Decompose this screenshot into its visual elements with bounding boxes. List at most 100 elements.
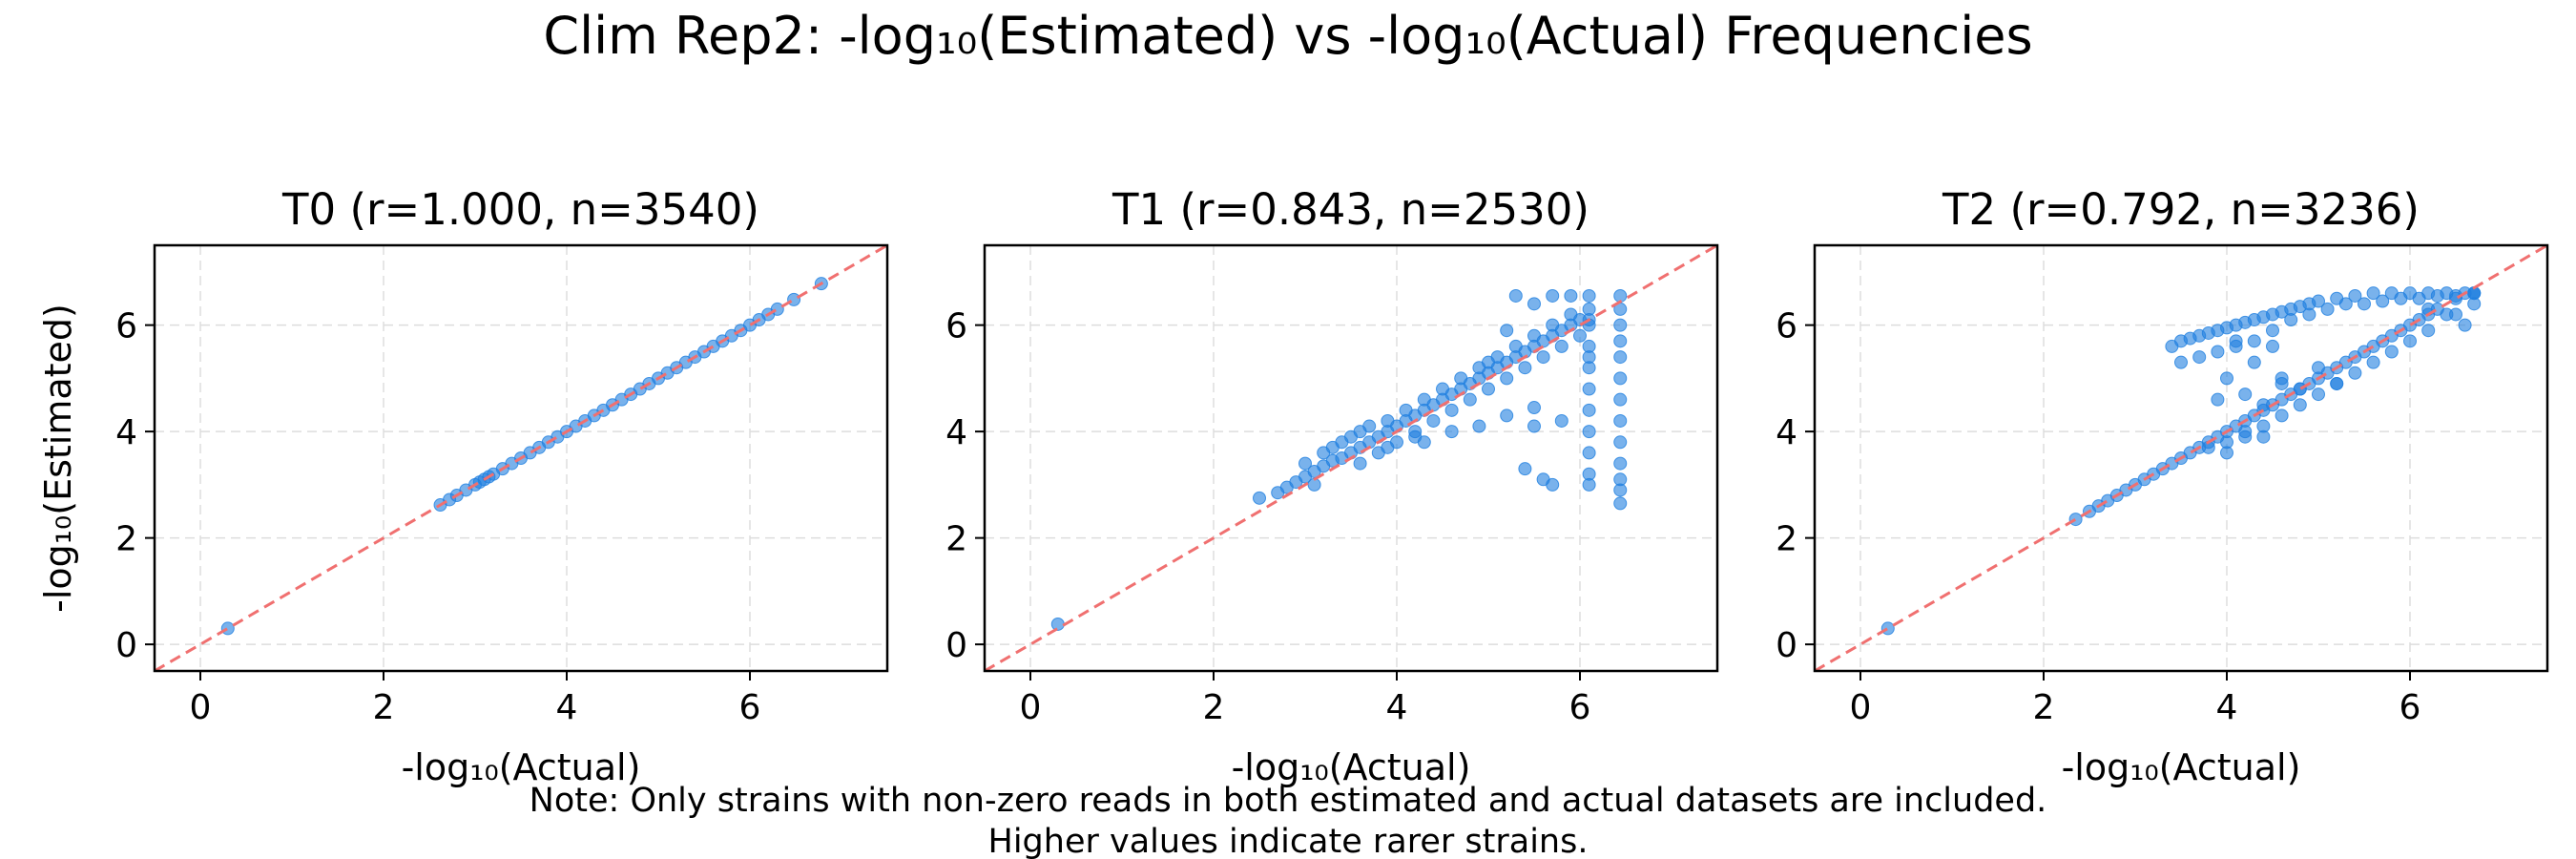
panel-2-points bbox=[1880, 286, 2482, 636]
panel-2-point-107 bbox=[2256, 419, 2271, 433]
panel-2-point-97 bbox=[2211, 392, 2225, 407]
panel-2-point-70 bbox=[2192, 350, 2207, 365]
panel-1-point-78 bbox=[1582, 477, 1596, 492]
panel-1-point-92 bbox=[1613, 483, 1628, 497]
panel-1-point-86 bbox=[1613, 371, 1628, 386]
panel-1-point-59 bbox=[1536, 350, 1550, 365]
panel-0-ytick-label-6: 6 bbox=[115, 307, 137, 346]
panel-2-point-108 bbox=[2275, 409, 2289, 423]
panel-2-point-114 bbox=[2384, 345, 2399, 359]
panel-0-xlabel: -log₁₀(Actual) bbox=[402, 746, 641, 788]
panel-2-point-96 bbox=[2293, 382, 2307, 396]
panel-1-point-100 bbox=[1554, 413, 1568, 428]
panel-2-point-61 bbox=[2348, 288, 2362, 303]
panel-1-point-46 bbox=[1482, 382, 1495, 396]
panel-1-point-96 bbox=[1472, 419, 1486, 433]
panel-1-point-95 bbox=[1444, 425, 1459, 439]
panel-2-point-83 bbox=[2430, 288, 2444, 303]
panel-2-xtick-label-6: 6 bbox=[2399, 688, 2421, 727]
panel-1-point-42 bbox=[1463, 392, 1477, 407]
panel-2-point-80 bbox=[2376, 294, 2390, 308]
panel-1-ytick-label-4: 4 bbox=[945, 413, 967, 452]
panel-1-point-110 bbox=[1527, 297, 1541, 311]
panel-2-ytick-label-0: 0 bbox=[1776, 626, 1797, 665]
panel-1-point-106 bbox=[1408, 430, 1423, 444]
panel-2-point-74 bbox=[2266, 324, 2279, 338]
panel-2-point-106 bbox=[2238, 430, 2253, 444]
panel-0-point-40 bbox=[770, 302, 784, 316]
panel-2-point-79 bbox=[2358, 297, 2371, 311]
panel-1-xtick-label-0: 0 bbox=[1020, 688, 1042, 727]
panel-2-point-59 bbox=[2312, 294, 2325, 308]
panel-2-point-93 bbox=[2266, 339, 2279, 353]
panel-2-point-75 bbox=[2284, 313, 2298, 327]
panel-2-xtick-label-2: 2 bbox=[2033, 688, 2055, 727]
panel-0-xtick-label-4: 4 bbox=[556, 688, 578, 727]
panel-1-point-99 bbox=[1527, 401, 1541, 415]
panel-1-point-83 bbox=[1613, 318, 1628, 332]
panel-2-point-110 bbox=[2312, 388, 2325, 402]
panel-0-title: T0 (r=1.000, n=3540) bbox=[281, 184, 759, 235]
panel-2-point-116 bbox=[2421, 324, 2436, 338]
panel-1-point-55 bbox=[1518, 361, 1532, 375]
panel-1-point-93 bbox=[1613, 496, 1628, 511]
panels: 0 2 4 6 0 2 4 6 T0 (r=1.000, n=3540) -log₁₀(Actua… bbox=[37, 184, 2549, 788]
figure-title: Clim Rep2: -log₁₀(Estimated) vs -log₁₀(A… bbox=[543, 6, 2032, 66]
panel-1-point-75 bbox=[1582, 425, 1596, 439]
panel-1-point-98 bbox=[1527, 419, 1541, 433]
panel-2-point-0 bbox=[1880, 621, 1895, 636]
panel-1-point-111 bbox=[1500, 324, 1514, 338]
panel-1-point-68 bbox=[1582, 288, 1596, 303]
panel-2-point-81 bbox=[2394, 291, 2408, 305]
panel-2-point-91 bbox=[2256, 398, 2271, 412]
panel-0-point-41 bbox=[787, 292, 801, 306]
panel-1-point-20 bbox=[1362, 419, 1377, 433]
panel-2-point-111 bbox=[2330, 376, 2344, 390]
panel-1-ytick-label-6: 6 bbox=[945, 307, 967, 346]
panel-2-point-62 bbox=[2366, 286, 2380, 301]
panel-2-title: T2 (r=0.792, n=3236) bbox=[1942, 184, 2420, 235]
panel-1-point-109 bbox=[1564, 288, 1578, 303]
panel-2-point-100 bbox=[2275, 376, 2289, 390]
panel-1-point-38 bbox=[1444, 403, 1459, 417]
panel-1-xlabel: -log₁₀(Actual) bbox=[1232, 746, 1471, 788]
panel-1-point-63 bbox=[1554, 339, 1568, 353]
panel-1-xtick-label-6: 6 bbox=[1569, 688, 1591, 727]
panel-2-point-112 bbox=[2348, 366, 2362, 380]
panel-2-xlabel: -log₁₀(Actual) bbox=[2062, 746, 2301, 788]
panel-2-point-77 bbox=[2320, 302, 2335, 316]
panel-2-reference-line bbox=[1815, 245, 2547, 671]
panel-1-ytick-label-0: 0 bbox=[945, 626, 967, 665]
panel-1-point-103 bbox=[1546, 477, 1560, 492]
panel-2-point-88 bbox=[2458, 318, 2472, 332]
panel-1-point-85 bbox=[1613, 350, 1628, 365]
panel-2-point-76 bbox=[2302, 307, 2316, 322]
panel-1-point-1 bbox=[1253, 491, 1266, 505]
panel-2-point-101 bbox=[2312, 361, 2325, 375]
panel-1-point-0 bbox=[1050, 617, 1065, 631]
panel-2-ytick-label-6: 6 bbox=[1776, 307, 1797, 346]
panel-2-point-115 bbox=[2403, 334, 2417, 348]
panel-1-xtick-label-2: 2 bbox=[1203, 688, 1225, 727]
panel-1-point-89 bbox=[1613, 435, 1628, 450]
panel-1-point-107 bbox=[1508, 288, 1523, 303]
panel-2-point-117 bbox=[2449, 307, 2462, 322]
panel-2-point-89 bbox=[2220, 371, 2233, 386]
panel-1-xtick-label-4: 4 bbox=[1386, 688, 1408, 727]
panel-1-point-74 bbox=[1582, 403, 1596, 417]
panel-2-point-90 bbox=[2238, 388, 2253, 402]
panel-0: 0 2 4 6 0 2 4 6 T0 (r=1.000, n=3540) -log₁₀(Actua… bbox=[37, 184, 889, 788]
panel-2-point-1 bbox=[2068, 513, 2083, 527]
panel-0-reference-line bbox=[155, 245, 887, 671]
panel-2-point-82 bbox=[2412, 291, 2426, 305]
panel-1-title: T1 (r=0.843, n=2530) bbox=[1111, 184, 1589, 235]
panel-2-frame bbox=[1813, 243, 2549, 673]
panel-1-point-84 bbox=[1613, 334, 1628, 348]
panel-0-ylabel: -log₁₀(Estimated) bbox=[37, 304, 79, 613]
panel-2-point-94 bbox=[2229, 334, 2243, 348]
panel-1-point-6 bbox=[1298, 456, 1312, 471]
panel-2-ytick-label-2: 2 bbox=[1776, 520, 1797, 559]
panel-0-ytick-label-0: 0 bbox=[115, 626, 137, 665]
panel-2-point-69 bbox=[2174, 355, 2188, 369]
